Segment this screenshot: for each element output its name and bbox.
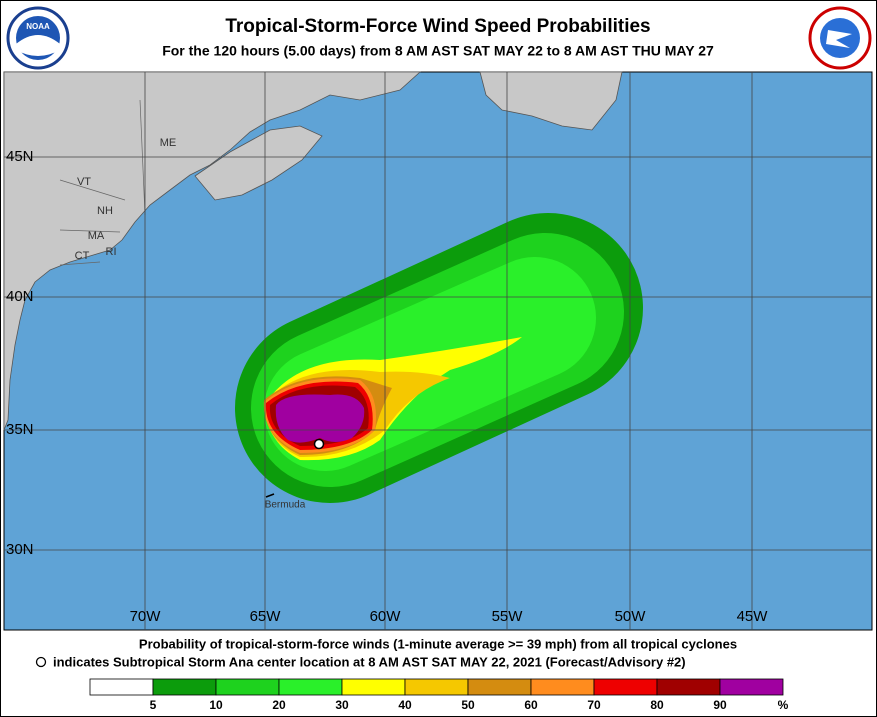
legend-label: 30 — [335, 698, 349, 712]
place-label: Bermuda — [265, 500, 306, 511]
land — [3, 71, 422, 431]
place-label: CT — [75, 250, 90, 262]
latitude-label: 35N — [6, 421, 34, 438]
legend-label: % — [778, 698, 789, 712]
legend-label: 20 — [272, 698, 286, 712]
place-label: NH — [97, 205, 113, 217]
footer-line2: indicates Subtropical Storm Ana center l… — [53, 654, 686, 669]
legend-label: 60 — [524, 698, 538, 712]
map: 70W 65W 60W 55W 50W 45W 45N 40N 35N 30N ME VT NH MA CT… — [3, 71, 873, 631]
probability-field — [235, 213, 643, 503]
bermuda-island — [265, 493, 275, 498]
legend-label: 5 — [150, 698, 157, 712]
legend-swatch — [593, 678, 658, 696]
footer-line1: Probability of tropical-storm-force wind… — [139, 636, 737, 651]
state-border — [59, 99, 146, 266]
legend-label: 80 — [650, 698, 664, 712]
legend-swatch — [404, 678, 469, 696]
storm-center — [313, 438, 325, 450]
place-label: VT — [77, 176, 91, 188]
longitude-label: 70W — [130, 608, 162, 625]
noaa-logo: NOAA — [6, 6, 70, 70]
land — [479, 71, 623, 131]
legend-label: 10 — [209, 698, 223, 712]
legend-label: 70 — [587, 698, 601, 712]
legend-label: 50 — [461, 698, 475, 712]
place-label: MA — [88, 230, 105, 242]
legend-swatch — [89, 678, 154, 696]
legend-swatch — [467, 678, 532, 696]
title: Tropical-Storm-Force Wind Speed Probabil… — [225, 16, 650, 37]
longitude-label: 65W — [250, 608, 282, 625]
legend-swatch — [215, 678, 280, 696]
legend-swatch — [530, 678, 595, 696]
latitude-label: 30N — [6, 541, 34, 558]
center-symbol — [35, 656, 47, 668]
legend-swatch — [341, 678, 406, 696]
legend: 5 10 20 30 40 50 60 70 80 90% — [89, 678, 789, 712]
place-label: ME — [160, 137, 177, 149]
longitude-label: 45W — [737, 608, 769, 625]
longitude-label: 50W — [615, 608, 647, 625]
legend-swatch — [719, 678, 784, 696]
prob-band — [275, 394, 365, 443]
nws-logo — [808, 6, 872, 70]
legend-swatch — [278, 678, 343, 696]
longitude-label: 55W — [492, 608, 524, 625]
legend-label: 90 — [713, 698, 727, 712]
legend-swatch — [152, 678, 217, 696]
grid: 70W 65W 60W 55W 50W 45W 45N 40N 35N 30N ME VT NH MA CT… — [4, 72, 872, 630]
legend-swatch — [656, 678, 721, 696]
place-label: RI — [106, 246, 117, 258]
land — [194, 125, 323, 201]
longitude-label: 60W — [370, 608, 402, 625]
latitude-label: 40N — [6, 288, 34, 305]
subtitle: For the 120 hours (5.00 days) from 8 AM … — [162, 43, 714, 59]
legend-label: 40 — [398, 698, 412, 712]
latitude-label: 45N — [6, 148, 34, 165]
logo-text: NOAA — [26, 22, 50, 31]
